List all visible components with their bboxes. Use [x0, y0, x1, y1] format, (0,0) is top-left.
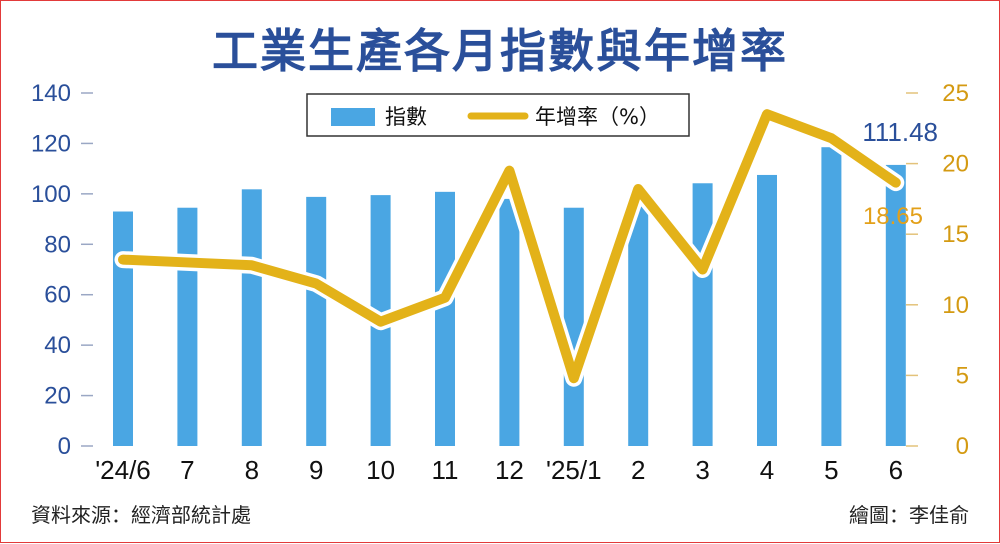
x-tick-label: 7	[180, 455, 194, 485]
source-note: 資料來源：經濟部統計處	[31, 503, 251, 527]
x-tick-label: '24/6	[95, 455, 151, 485]
credit-note: 繪圖：李佳俞	[849, 503, 969, 527]
x-tick-label: 6	[889, 455, 903, 485]
growth-point	[315, 282, 318, 285]
legend-swatch-index	[331, 108, 375, 126]
growth-point	[122, 258, 124, 261]
last-growth-label: 18.65	[863, 203, 923, 230]
x-tick-label: 12	[495, 455, 524, 485]
x-tick-label: 2	[631, 455, 645, 485]
growth-point	[637, 188, 640, 191]
growth-point	[830, 137, 833, 140]
last-index-label: 111.48	[862, 117, 938, 147]
x-tick-label: 8	[245, 455, 259, 485]
growth-point	[572, 377, 575, 380]
x-tick-label: '25/1	[546, 455, 602, 485]
growth-point	[379, 320, 382, 323]
bar	[885, 164, 906, 447]
growth-point	[766, 113, 768, 116]
left-tick-label: 0	[58, 433, 71, 460]
left-tick-label: 140	[31, 80, 71, 107]
left-tick-label: 100	[31, 181, 71, 208]
growth-point	[894, 181, 897, 184]
bar	[499, 198, 520, 446]
growth-point	[186, 261, 189, 264]
bar	[241, 189, 262, 446]
bar	[628, 206, 649, 446]
bar	[692, 183, 713, 446]
legend-label-index: 指數	[385, 105, 427, 129]
x-tick-label: 3	[695, 455, 709, 485]
left-tick-label: 20	[44, 383, 71, 410]
right-tick-label: 15	[942, 221, 969, 248]
x-tick-label: 5	[824, 455, 838, 485]
x-tick-label: 11	[432, 455, 459, 485]
bar	[435, 191, 455, 446]
chart-title: 工業生產各月指數與年增率	[212, 24, 788, 78]
bar	[306, 196, 327, 446]
growth-point	[508, 169, 511, 172]
right-tick-label: 0	[956, 433, 969, 460]
right-tick-label: 20	[942, 151, 969, 178]
x-tick-label: 9	[309, 455, 323, 485]
growth-point	[250, 264, 253, 267]
left-tick-label: 120	[31, 130, 71, 157]
right-tick-label: 25	[942, 80, 969, 107]
bar	[821, 147, 842, 447]
growth-point	[701, 268, 704, 271]
x-tick-label: 10	[366, 455, 395, 485]
right-tick-label: 5	[956, 362, 969, 389]
bar	[757, 174, 777, 447]
growth-point	[444, 296, 446, 299]
bar	[177, 207, 198, 446]
left-tick-label: 40	[44, 332, 71, 359]
left-tick-label: 80	[44, 231, 71, 258]
legend: 指數 年增率（%）	[306, 93, 690, 137]
legend-label-growth: 年增率（%）	[535, 105, 660, 129]
bar	[563, 207, 584, 446]
right-tick-label: 10	[942, 292, 969, 319]
bar	[113, 211, 133, 446]
left-tick-label: 60	[44, 282, 71, 309]
x-tick-label: 4	[760, 455, 774, 485]
